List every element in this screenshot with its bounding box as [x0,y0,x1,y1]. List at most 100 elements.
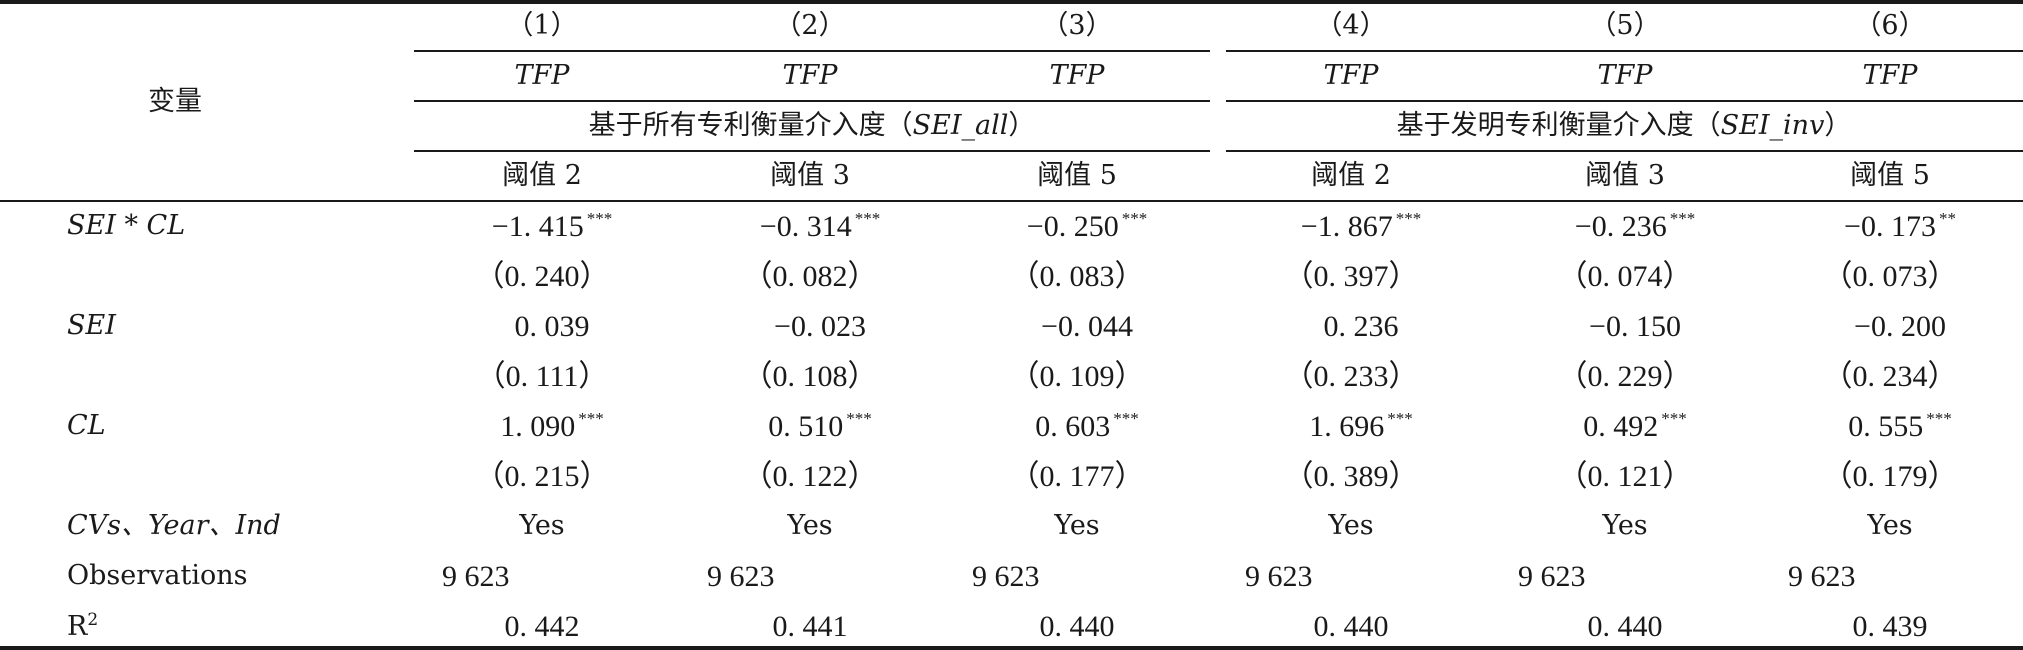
standard-error: （0. 229） [1557,360,1693,393]
observations-value: 9 623 [707,560,775,593]
dependent-variable: TFP [782,60,838,91]
coefficient: −0. 236 *** [1574,209,1696,243]
standard-error: （0. 233） [1283,360,1419,393]
standard-error: （0. 108） [742,360,878,393]
coefficient: 0. 492 *** [1583,409,1687,443]
r-squared-value: 0. 441 [772,610,848,643]
coefficient: −1. 415 *** [491,209,613,243]
column-number: （6） [1854,10,1926,41]
coefficient: 1. 090 *** [500,409,604,443]
coefficient: 0. 039 [514,310,590,343]
observations-value: 9 623 [1245,560,1313,593]
threshold-header: 阈值 3 [1585,160,1665,191]
standard-error: （0. 111） [475,360,609,393]
column-number: （4） [1315,10,1387,41]
column-number: （2） [774,10,846,41]
group-header: 基于发明专利衡量介入度（SEI_inv） [1396,110,1852,141]
standard-error: （0. 234） [1822,360,1958,393]
header-rule-tfp [1226,100,2023,102]
standard-error: （0. 215） [474,460,610,493]
observations-value: 9 623 [442,560,510,593]
coefficient: −0. 044 [1041,310,1133,343]
standard-error: （0. 073） [1822,260,1958,293]
coefficient: −1. 867 *** [1300,209,1422,243]
standard-error: （0. 397） [1283,260,1419,293]
column-number: （3） [1041,10,1113,41]
header-rule-groups [414,150,1210,152]
standard-error: （0. 240） [474,260,610,293]
significance-stars: *** [1387,409,1413,428]
standard-error: （0. 389） [1283,460,1419,493]
observations-value: 9 623 [1518,560,1586,593]
header-bottom-rule [0,200,2023,202]
threshold-header: 阈值 5 [1850,160,1930,191]
header-rule-tfp [414,100,1210,102]
controls-value: Yes [787,510,833,541]
observations-value: 9 623 [1788,560,1856,593]
threshold-header: 阈值 2 [1311,160,1391,191]
column-number: （5） [1589,10,1661,41]
r-squared-value: 0. 440 [1313,610,1389,643]
r-squared-value: 0. 440 [1039,610,1115,643]
standard-error: （0. 083） [1009,260,1145,293]
coefficient: −0. 200 [1854,310,1946,343]
controls-value: Yes [1602,510,1648,541]
observations-value: 9 623 [972,560,1040,593]
threshold-header: 阈值 5 [1037,160,1117,191]
significance-stars: *** [1395,209,1422,228]
coefficient: −0. 173 ** [1844,209,1956,243]
header-rule-cols [414,50,1210,52]
coefficient: −0. 023 [774,310,866,343]
controls-value: Yes [519,510,565,541]
significance-stars: *** [578,409,604,428]
header-rule-cols [1226,50,2023,52]
dependent-variable: TFP [1323,60,1379,91]
standard-error: （0. 179） [1822,460,1958,493]
dependent-variable: TFP [514,60,570,91]
variable-label: SEI * CL [67,210,186,241]
significance-stars: *** [846,409,872,428]
significance-stars: *** [854,209,881,228]
standard-error: （0. 177） [1009,460,1145,493]
coefficient: −0. 150 [1589,310,1681,343]
coefficient: 0. 603 *** [1035,409,1139,443]
r-squared-label: R2 [67,610,99,642]
significance-stars: *** [1926,409,1952,428]
standard-error: （0. 109） [1009,360,1145,393]
group-header: 基于所有专利衡量介入度（SEI_all） [588,110,1036,141]
column-number: （1） [506,10,578,41]
standard-error: （0. 122） [742,460,878,493]
significance-stars: ** [1938,209,1956,228]
controls-value: Yes [1054,510,1100,541]
controls-value: Yes [1867,510,1913,541]
observations-label: Observations [67,560,248,591]
coefficient: 0. 555 *** [1848,409,1952,443]
controls-value: Yes [1328,510,1374,541]
coefficient: −0. 250 *** [1026,209,1148,243]
controls-label: CVs、Year、Ind [67,510,281,541]
significance-stars: *** [1113,409,1139,428]
threshold-header: 阈值 2 [502,160,582,191]
variable-label: CL [67,410,106,441]
variable-header: 变量 [148,86,202,117]
threshold-header: 阈值 3 [770,160,850,191]
bottom-rule [0,646,2023,650]
standard-error: （0. 074） [1557,260,1693,293]
significance-stars: *** [1121,209,1148,228]
coefficient: 1. 696 *** [1309,409,1413,443]
dependent-variable: TFP [1049,60,1105,91]
top-rule [0,0,2023,4]
standard-error: （0. 121） [1557,460,1693,493]
header-rule-groups [1226,150,2023,152]
coefficient: −0. 314 *** [759,209,881,243]
coefficient: 0. 236 [1323,310,1399,343]
dependent-variable: TFP [1862,60,1918,91]
variable-label: SEI [67,310,116,341]
r-squared-value: 0. 439 [1852,610,1928,643]
standard-error: （0. 082） [742,260,878,293]
significance-stars: *** [1669,209,1696,228]
significance-stars: *** [586,209,613,228]
coefficient: 0. 510 *** [768,409,872,443]
dependent-variable: TFP [1597,60,1653,91]
